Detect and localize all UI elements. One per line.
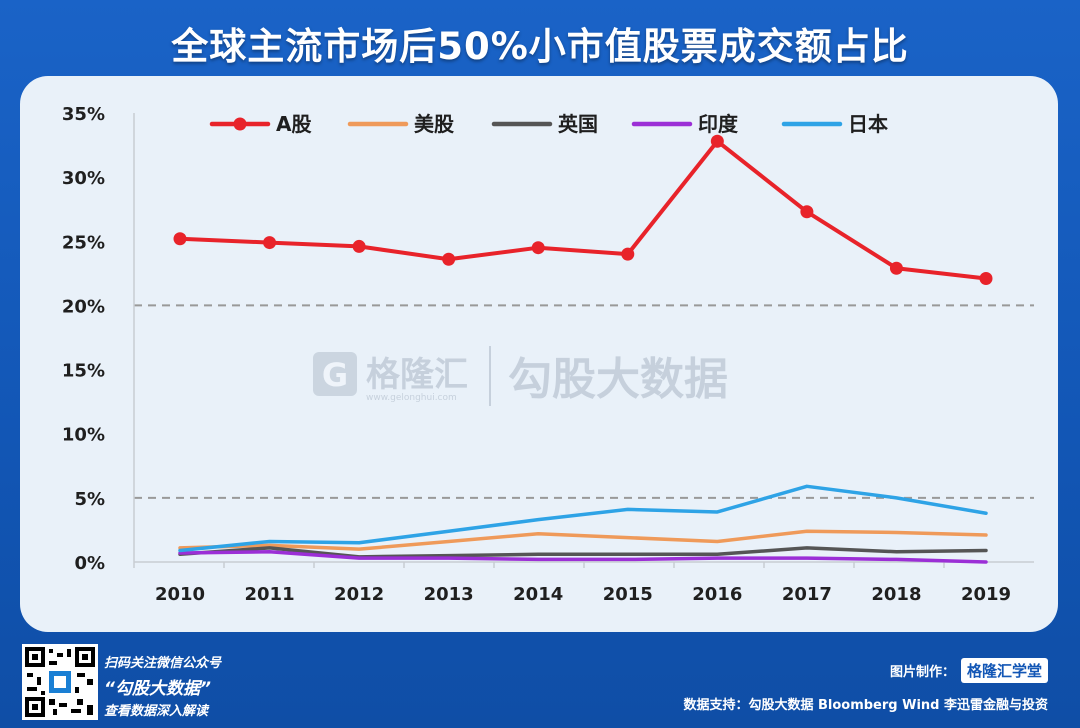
series-line-印度: [178, 549, 988, 564]
x-tick-label: 2013: [424, 584, 474, 605]
x-tick-label: 2019: [961, 584, 1011, 605]
maker-label: 图片制作：: [889, 665, 955, 680]
x-tick-label: 2018: [871, 584, 921, 605]
maker-credit: 图片制作： 格隆汇学堂: [890, 658, 1048, 683]
y-tick-label: 10%: [62, 425, 105, 446]
legend-label-美股: 美股: [414, 112, 454, 136]
footer-read-more: 查看数据深入解读: [104, 704, 209, 719]
y-tick-label: 30%: [62, 168, 105, 189]
series-line-A股: [178, 139, 988, 281]
series-line-英国: [178, 546, 988, 559]
y-tick-label: 35%: [62, 104, 105, 125]
data-point-A股: [710, 134, 724, 148]
series-line-美股: [178, 529, 988, 551]
data-source: 数据支持：勾股大数据 Bloomberg Wind 李迅雷金融与投资: [683, 698, 1048, 713]
watermark-logo-glyph: G: [322, 356, 348, 394]
data-point-A股: [442, 252, 456, 266]
legend-label-印度: 印度: [698, 112, 739, 136]
y-tick-label: 20%: [62, 296, 105, 317]
data-point-A股: [531, 241, 545, 255]
data-point-A股: [263, 236, 277, 250]
y-tick-label: 25%: [62, 232, 105, 253]
watermark-text: 勾股大数据: [508, 354, 728, 405]
footer-follow-text: 扫码关注微信公众号: [104, 656, 222, 671]
data-point-A股: [889, 261, 903, 275]
legend-label-A股: A股: [276, 112, 311, 136]
y-tick-label: 15%: [62, 361, 105, 382]
x-tick-label: 2011: [245, 584, 295, 605]
watermark-logo-icon: [313, 352, 357, 396]
data-point-A股: [173, 232, 187, 246]
data-point-A股: [621, 247, 635, 261]
data-point-A股: [352, 239, 366, 253]
maker-logo: 格隆汇学堂: [960, 658, 1048, 683]
x-tick-label: 2015: [603, 584, 653, 605]
footer-account-name: “勾股大数据”: [104, 679, 211, 699]
legend-label-日本: 日本: [848, 112, 888, 136]
y-tick-label: 0%: [74, 553, 105, 574]
data-point-A股: [979, 271, 993, 285]
qr-code: [22, 644, 98, 720]
y-tick-label: 5%: [74, 489, 105, 510]
watermark-brand: 格隆汇: [366, 355, 468, 395]
x-tick-label: 2012: [334, 584, 384, 605]
legend-label-英国: 英国: [558, 112, 598, 136]
x-tick-label: 2014: [513, 584, 563, 605]
watermark-url: www.gelonghui.com: [366, 393, 457, 403]
x-tick-label: 2017: [782, 584, 832, 605]
footer: 扫码关注微信公众号 “勾股大数据” 查看数据深入解读 图片制作： 格隆汇学堂 数…: [0, 634, 1080, 728]
chart-panel: [20, 76, 1058, 632]
data-point-A股: [800, 205, 814, 219]
x-tick-label: 2016: [692, 584, 742, 605]
chart-title: 全球主流市场后50%小市值股票成交额占比: [171, 25, 909, 68]
x-tick-label: 2010: [155, 584, 205, 605]
series-line-日本: [178, 484, 988, 553]
legend-marker-A股: [233, 117, 247, 131]
